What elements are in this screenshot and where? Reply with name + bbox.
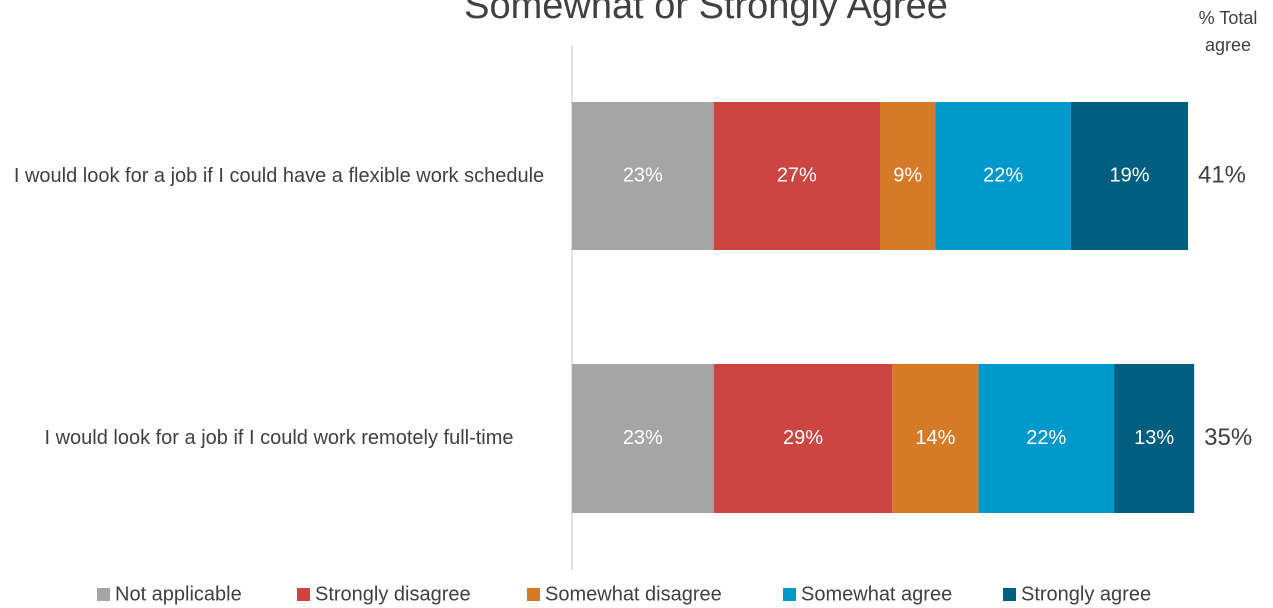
legend-label: Not applicable: [115, 583, 242, 605]
bar-segment: [880, 102, 936, 250]
bar-segment: [935, 102, 1071, 250]
value-label: 23%: [623, 427, 663, 449]
bar-segment: [892, 364, 979, 513]
legend-label: Somewhat disagree: [545, 583, 722, 605]
legend-swatch: [527, 588, 540, 601]
total-label: 41%: [1198, 161, 1246, 188]
value-label: 9%: [893, 164, 922, 186]
bar-segment: [713, 364, 893, 513]
bar-segment: [1114, 364, 1195, 513]
value-label: 27%: [777, 164, 817, 186]
legend-label: Somewhat agree: [801, 583, 952, 605]
legend-swatch: [783, 588, 796, 601]
value-label: 14%: [915, 427, 955, 449]
legend-label: Strongly disagree: [315, 583, 471, 605]
total-label: 35%: [1204, 424, 1252, 451]
bar-segment: [713, 102, 880, 250]
bar-segment: [572, 102, 714, 250]
legend-label: Strongly agree: [1021, 583, 1151, 605]
value-label: 29%: [783, 427, 823, 449]
bar-segment: [978, 364, 1115, 513]
totals-title: % Total agree: [1198, 8, 1258, 55]
bar-segment: [572, 364, 714, 513]
legend-swatch: [297, 588, 310, 601]
legend-swatch: [1003, 588, 1016, 601]
value-label: 22%: [983, 164, 1023, 186]
value-label: 13%: [1134, 427, 1174, 449]
chart-title: Somewhat or Strongly Agree: [464, 0, 948, 27]
value-label: 19%: [1109, 164, 1149, 186]
category-label: I would look for a job if I could have a…: [13, 164, 545, 187]
value-label: 23%: [623, 164, 663, 186]
category-label: I would look for a job if I could work r…: [44, 427, 514, 449]
value-label: 22%: [1026, 427, 1066, 449]
legend-swatch: [97, 588, 110, 601]
bar-segment: [1070, 102, 1188, 250]
